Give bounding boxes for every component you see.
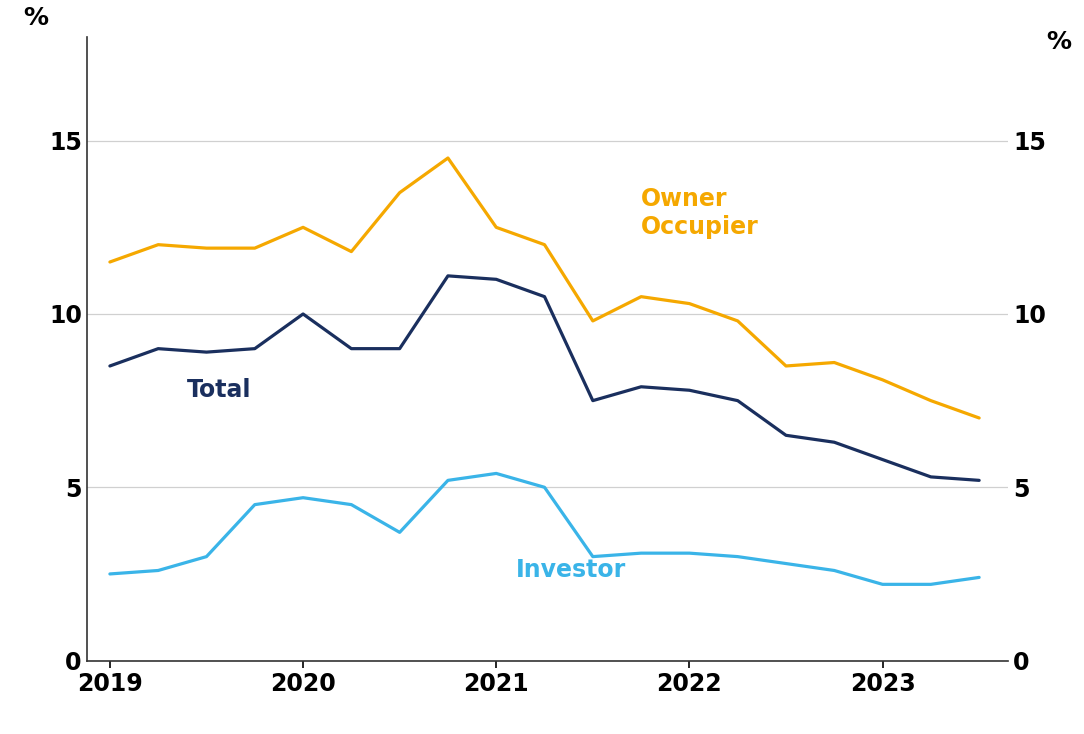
Text: Investor: Investor	[516, 559, 625, 582]
Text: Owner
Occupier: Owner Occupier	[641, 187, 759, 239]
Y-axis label: %: %	[24, 7, 49, 31]
Text: Total: Total	[188, 378, 251, 402]
Y-axis label: %: %	[1046, 31, 1071, 54]
